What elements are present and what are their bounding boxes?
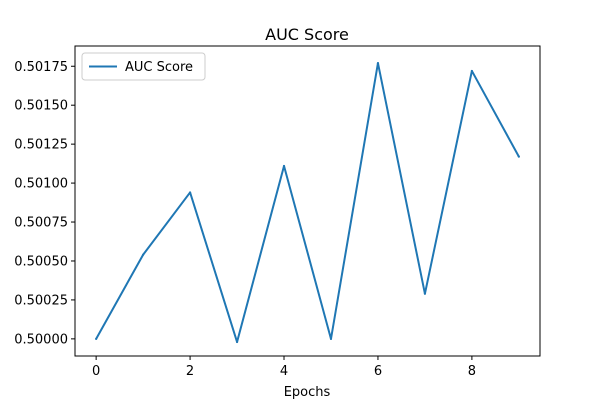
data-point [235,340,239,344]
y-tick-label: 0.50175 [14,60,68,75]
data-point [188,191,192,194]
chart-title: AUC Score [265,25,349,44]
x-axis-label: Epochs [284,385,331,400]
y-tick-label: 0.50075 [14,216,68,231]
y-tick-label: 0.50150 [14,99,68,114]
data-point [470,69,473,73]
x-tick-label: 8 [468,364,476,379]
plot-background [75,46,540,356]
legend-box [81,52,206,81]
y-tick-label: 0.50000 [14,332,68,347]
y-tick-label: 0.50025 [14,293,68,308]
legend: AUC Score [81,52,206,81]
data-point [517,155,520,158]
x-tick-label: 0 [92,364,100,379]
data-point [329,337,333,340]
x-tick-label: 4 [280,364,288,379]
data-point [423,292,427,295]
axes-frame [74,45,541,357]
legend-label: AUC Score [125,60,193,75]
data-point [282,164,286,168]
x-axis-ticks: 0 2 4 6 8 [92,356,476,379]
series-line [95,62,520,343]
y-axis-ticks: 0.50000 0.50025 0.50050 0.50075 0.50100 0.501… [14,60,75,347]
x-tick-label: 2 [186,364,194,379]
y-tick-label: 0.50125 [14,138,68,153]
x-tick-label: 6 [374,364,382,379]
plot-area [75,46,540,356]
data-point [142,253,145,256]
series-layer [95,62,520,344]
axes-spines [74,45,541,357]
y-tick-label: 0.50100 [14,177,68,192]
y-tick-label: 0.50050 [14,254,68,269]
data-point [376,62,380,65]
data-point [95,337,98,340]
